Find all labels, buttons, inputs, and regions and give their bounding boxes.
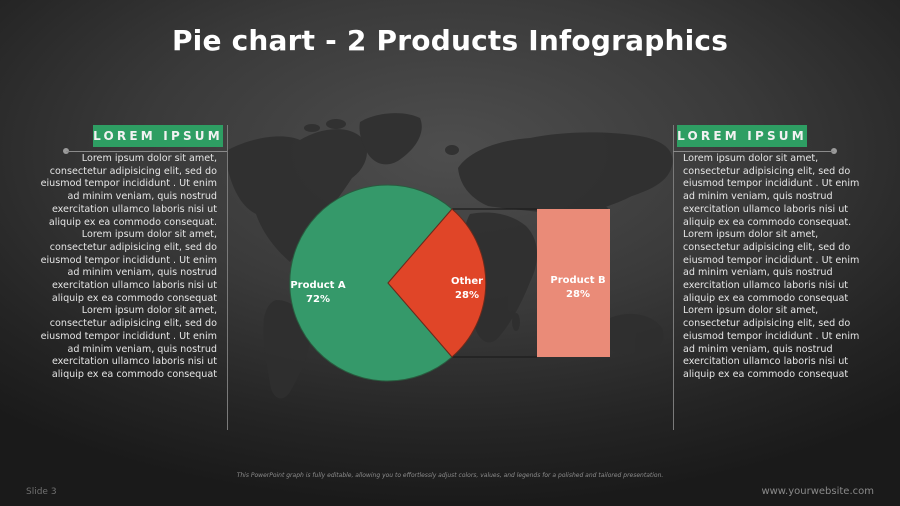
right-paragraph-1: Lorem ipsum dolor sit amet, consectetur … (683, 153, 860, 228)
left-paragraph-3: Lorem ipsum dolor sit amet, consectetur … (40, 305, 217, 380)
website-link[interactable]: www.yourwebsite.com (761, 486, 874, 497)
bar-product-b[interactable] (537, 209, 610, 357)
right-paragraph-3: Lorem ipsum dolor sit amet, consectetur … (683, 305, 860, 380)
other-value: 28% (455, 290, 479, 301)
left-body-text: Lorem ipsum dolor sit amet, consectetur … (37, 153, 217, 382)
right-heading-label: LOREM IPSUM (677, 125, 807, 147)
right-connector-line (673, 151, 834, 152)
pie-slice-product-a[interactable] (289, 184, 453, 382)
left-paragraph-1: Lorem ipsum dolor sit amet, consectetur … (40, 153, 217, 228)
product-b-value: 28% (566, 289, 590, 300)
slide-number: Slide 3 (26, 487, 57, 497)
page-title: Pie chart - 2 Products Infographics (171, 24, 729, 57)
other-label: Other (451, 276, 483, 287)
right-paragraph-2: Lorem ipsum dolor sit amet, consectetur … (683, 229, 860, 304)
product-b-label: Product B (550, 275, 605, 286)
left-paragraph-2: Lorem ipsum dolor sit amet, consectetur … (40, 229, 217, 304)
left-connector-line (66, 151, 227, 152)
product-a-label: Product A (290, 280, 346, 291)
right-vertical-divider (673, 125, 674, 430)
product-a-value: 72% (306, 294, 330, 305)
left-heading-label: LOREM IPSUM (93, 125, 223, 147)
pie-slice-other[interactable] (387, 208, 487, 358)
right-body-text: Lorem ipsum dolor sit amet, consectetur … (683, 153, 863, 382)
right-connector-dot (831, 148, 837, 154)
left-vertical-divider (227, 125, 228, 430)
footer-note: This PowerPoint graph is fully editable,… (236, 472, 664, 479)
